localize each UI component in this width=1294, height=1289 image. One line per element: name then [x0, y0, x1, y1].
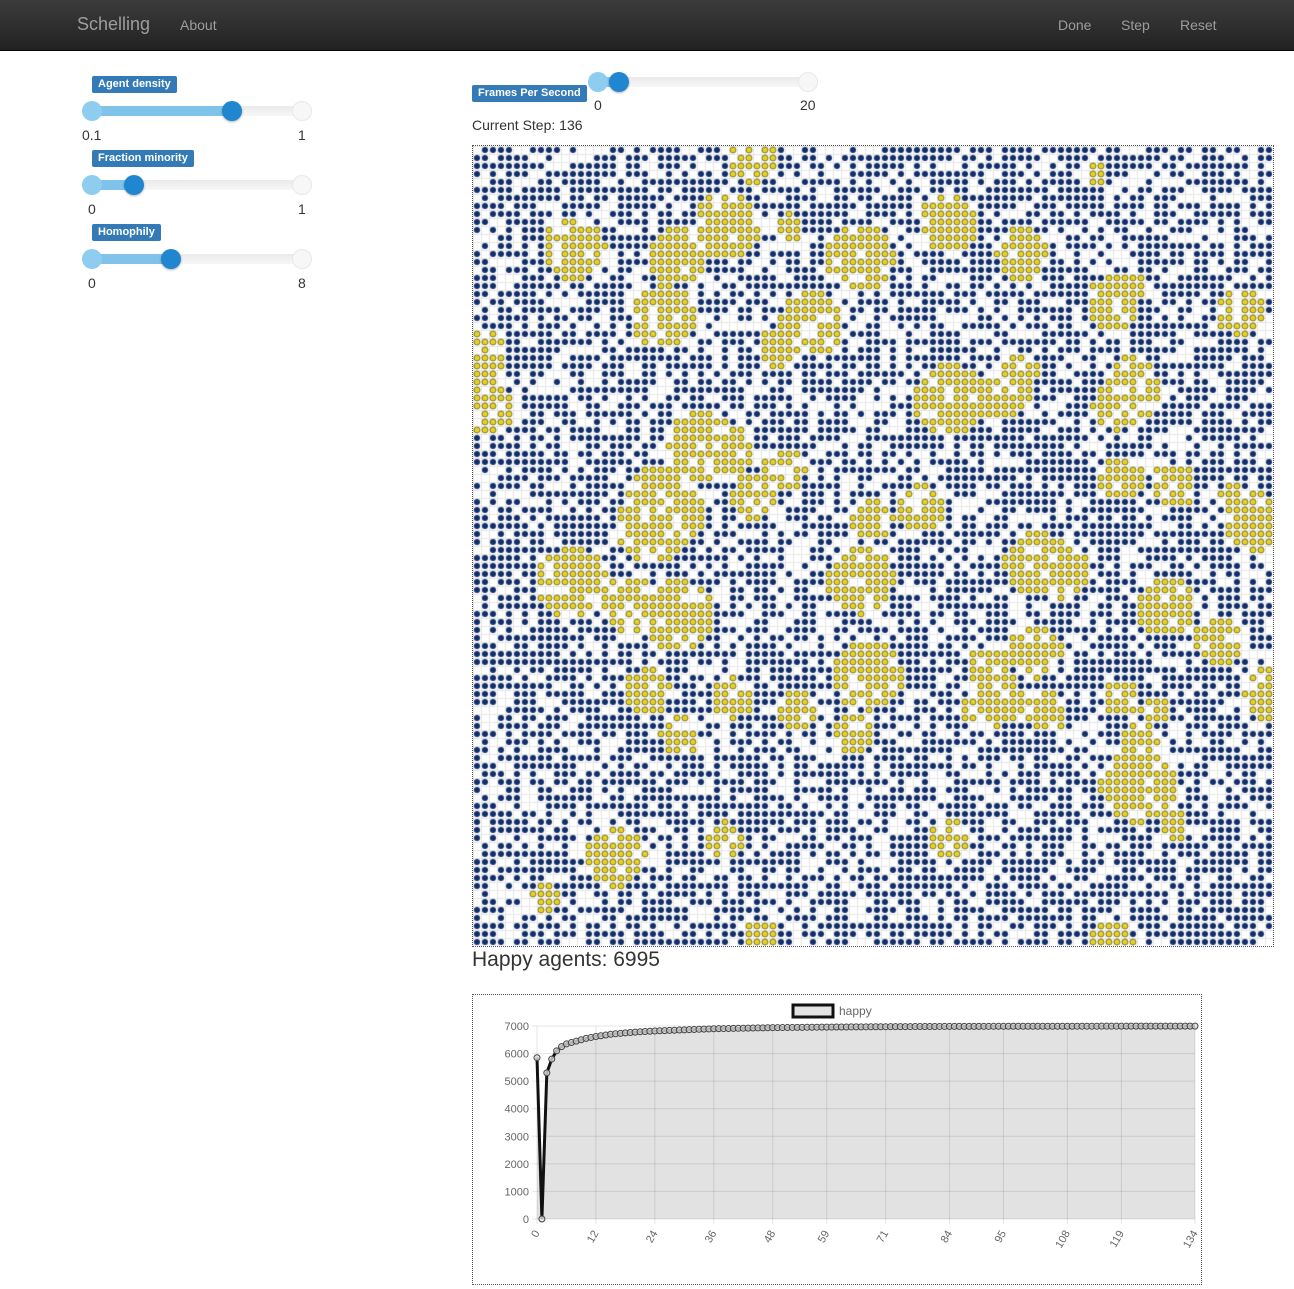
homophily-slider[interactable]	[82, 249, 312, 269]
slider-handle[interactable]	[161, 249, 181, 269]
x-tick-label: 84	[939, 1229, 956, 1246]
y-tick-label: 6000	[505, 1049, 529, 1061]
agent-density-control: Agent density	[82, 74, 312, 93]
x-tick-label: 12	[585, 1229, 602, 1246]
x-tick-label: 95	[993, 1229, 1010, 1246]
fraction-minority-min: 0	[88, 201, 96, 217]
x-tick-label: 0	[529, 1229, 542, 1240]
fps-min: 0	[594, 97, 602, 113]
about-link[interactable]: About	[180, 17, 217, 33]
x-tick-label: 71	[875, 1229, 892, 1246]
slider-track	[82, 180, 312, 190]
agent-density-label: Agent density	[92, 76, 177, 93]
slider-max-knob	[292, 175, 312, 195]
brand-link[interactable]: Schelling	[77, 14, 151, 34]
slider-max-knob	[292, 249, 312, 269]
slider-handle[interactable]	[609, 72, 629, 92]
slider-min-knob	[82, 175, 102, 195]
y-tick-label: 7000	[505, 1021, 529, 1033]
homophily-max: 8	[298, 275, 306, 291]
y-tick-label: 3000	[505, 1131, 529, 1143]
slider-fill	[82, 254, 171, 264]
y-tick-label: 5000	[505, 1076, 529, 1088]
y-tick-label: 1000	[505, 1186, 529, 1198]
slider-handle[interactable]	[124, 175, 144, 195]
data-point	[548, 1055, 556, 1063]
x-tick-label: 119	[1108, 1229, 1127, 1250]
x-tick-label: 24	[644, 1229, 661, 1246]
legend-swatch	[791, 1003, 835, 1019]
reset-button[interactable]: Reset	[1180, 17, 1217, 33]
grid-canvas	[473, 146, 1273, 946]
y-tick-label: 0	[523, 1214, 529, 1226]
legend-label: happy	[839, 1004, 872, 1018]
data-point	[538, 1215, 546, 1223]
x-tick-label: 36	[703, 1229, 720, 1246]
data-point	[553, 1047, 561, 1055]
chart-svg: 0 1000 2000 3000 4000 5000 6000 7000 0 12 24 36 48 59…	[505, 1003, 1201, 1251]
happy-chart: 0 1000 2000 3000 4000 5000 6000 7000 0 12 24 36 48 59…	[472, 994, 1202, 1285]
agent-density-min: 0.1	[82, 127, 102, 143]
fraction-minority-max: 1	[298, 201, 306, 217]
data-point	[533, 1054, 541, 1062]
homophily-control: Homophily	[82, 222, 312, 241]
homophily-min: 0	[88, 275, 96, 291]
agent-density-max: 1	[298, 127, 306, 143]
slider-handle[interactable]	[222, 101, 242, 121]
current-step: Current Step: 136	[472, 117, 583, 133]
y-tick-label: 4000	[505, 1104, 529, 1116]
fps-slider[interactable]	[588, 72, 818, 92]
slider-max-knob	[798, 72, 818, 92]
data-point	[1191, 1022, 1199, 1030]
slider-min-knob	[82, 101, 102, 121]
slider-min-knob	[588, 72, 608, 92]
slider-fill	[82, 106, 232, 116]
agent-density-slider[interactable]	[82, 101, 312, 121]
simulation-grid[interactable]	[472, 145, 1274, 947]
slider-min-knob	[82, 249, 102, 269]
y-tick-label: 2000	[505, 1159, 529, 1171]
fraction-minority-slider[interactable]	[82, 175, 312, 195]
happy-agents-count: Happy agents: 6995	[472, 948, 660, 971]
x-tick-label: 48	[762, 1229, 779, 1246]
fps-max: 20	[800, 97, 816, 113]
slider-track	[82, 254, 312, 264]
fps-label: Frames Per Second	[472, 85, 587, 102]
fraction-minority-label: Fraction minority	[92, 150, 194, 167]
data-point	[543, 1069, 551, 1077]
slider-max-knob	[292, 101, 312, 121]
x-tick-label: 59	[816, 1229, 833, 1246]
slider-fill	[82, 180, 134, 190]
series-area	[537, 1026, 1195, 1219]
fraction-minority-control: Fraction minority	[82, 148, 312, 167]
slider-track	[588, 77, 818, 87]
homophily-label: Homophily	[92, 224, 161, 241]
done-button[interactable]: Done	[1058, 17, 1092, 33]
step-button[interactable]: Step	[1121, 17, 1150, 33]
x-tick-label: 108	[1053, 1229, 1073, 1251]
x-tick-label: 134	[1181, 1229, 1201, 1251]
navbar: Schelling About Done Step Reset	[0, 0, 1294, 51]
